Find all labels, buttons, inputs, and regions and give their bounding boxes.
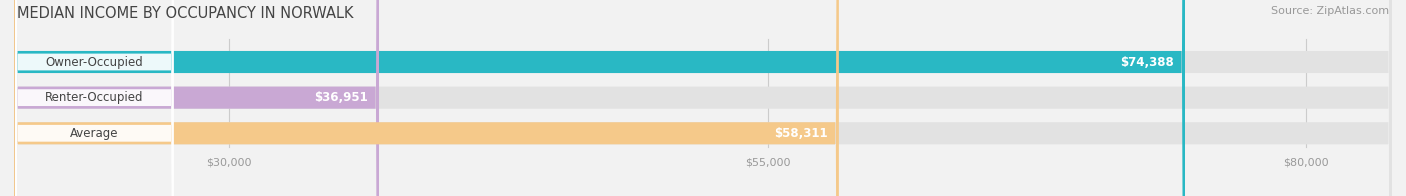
FancyBboxPatch shape — [14, 0, 1392, 196]
FancyBboxPatch shape — [14, 0, 380, 196]
FancyBboxPatch shape — [14, 0, 1392, 196]
Text: MEDIAN INCOME BY OCCUPANCY IN NORWALK: MEDIAN INCOME BY OCCUPANCY IN NORWALK — [17, 6, 353, 21]
FancyBboxPatch shape — [15, 0, 173, 196]
FancyBboxPatch shape — [14, 0, 839, 196]
FancyBboxPatch shape — [15, 0, 173, 196]
Text: $74,388: $74,388 — [1121, 55, 1174, 69]
FancyBboxPatch shape — [14, 0, 1185, 196]
Text: Owner-Occupied: Owner-Occupied — [45, 55, 143, 69]
Text: $36,951: $36,951 — [314, 91, 368, 104]
Text: Average: Average — [70, 127, 118, 140]
Text: $58,311: $58,311 — [775, 127, 828, 140]
FancyBboxPatch shape — [14, 0, 1392, 196]
FancyBboxPatch shape — [15, 0, 173, 196]
Text: Source: ZipAtlas.com: Source: ZipAtlas.com — [1271, 6, 1389, 16]
Text: Renter-Occupied: Renter-Occupied — [45, 91, 143, 104]
